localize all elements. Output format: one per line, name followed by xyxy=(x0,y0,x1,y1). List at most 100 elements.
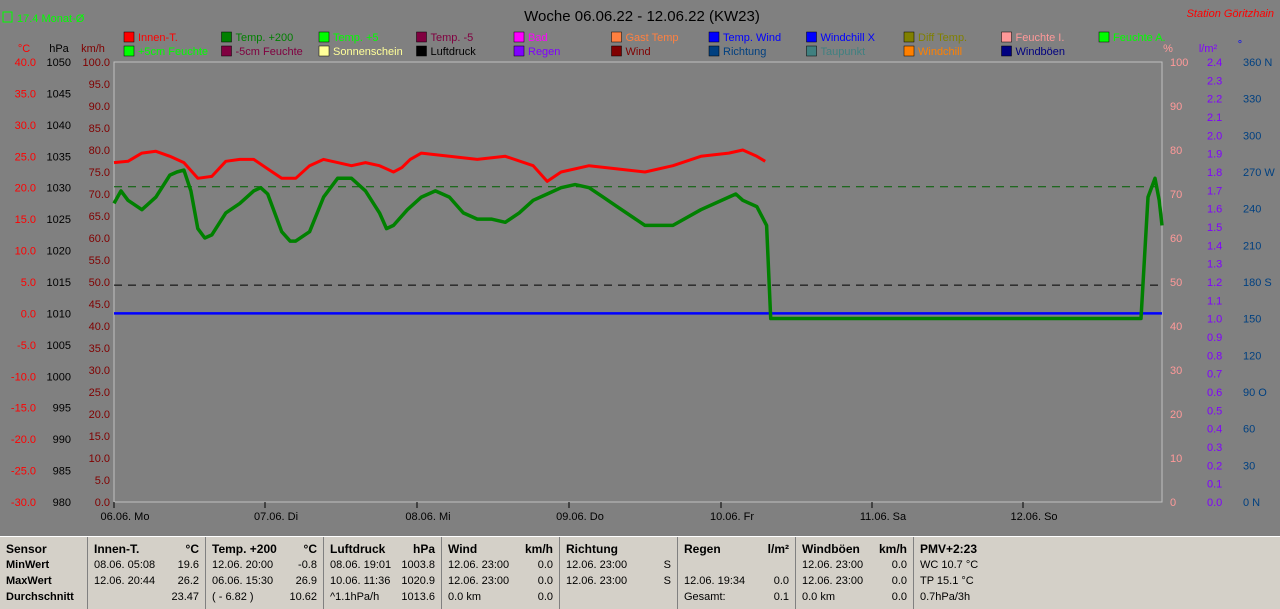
chart-title: Woche 06.06.22 - 12.06.22 (KW23) xyxy=(524,8,760,25)
legend-label: +5cm Feuchte xyxy=(138,46,208,58)
legend-swatch xyxy=(1001,31,1012,43)
stats-luftdruck-header: Luftdruck xyxy=(330,542,386,556)
direction-tick-label: 330 xyxy=(1243,94,1261,106)
direction-tick-label: 360 N xyxy=(1243,57,1272,69)
temp-tick-label: -15.0 xyxy=(11,403,36,415)
temp-tick-label: -10.0 xyxy=(11,371,36,383)
legend-swatch xyxy=(806,31,817,43)
rain-tick-label: 2.0 xyxy=(1207,130,1222,142)
stats-innen-header: Innen-T. xyxy=(94,542,140,556)
stats-luftdruck-trend: ^1.1hPa/h xyxy=(330,591,380,603)
stats-richtung-min-time: 12.06. 23:00 xyxy=(566,559,628,571)
pressure-tick-label: 990 xyxy=(53,434,71,446)
stats-temp200-min: -0.8 xyxy=(298,559,317,571)
pressure-tick-label: 1025 xyxy=(47,214,71,226)
legend-label: Diff Temp. xyxy=(918,32,967,44)
plot-area xyxy=(113,61,1163,503)
stats-luftdruck-min-time: 08.06. 19:01 xyxy=(330,559,392,571)
rain-tick-label: 1.3 xyxy=(1207,259,1222,271)
legend-swatch xyxy=(318,31,330,43)
temp-tick-label: -30.0 xyxy=(11,497,36,509)
rain-tick-label: 2.4 xyxy=(1207,57,1222,69)
stats-col-innen: Innen-T. °C 08.06. 05:08 19.6 12.06. 20:44… xyxy=(88,537,206,609)
rain-tick-label: 1.7 xyxy=(1207,185,1222,197)
stats-sensor-header: Sensor xyxy=(6,542,47,556)
stats-col-luftdruck: Luftdruck hPa 08.06. 19:01 1003.8 10.06. 1… xyxy=(324,537,442,609)
pressure-tick-label: 1015 xyxy=(47,277,71,289)
stats-col-wind: Wind km/h 12.06. 23:00 0.0 12.06. 23:00 0.0… xyxy=(442,537,560,609)
stats-windboen-header: Windböen xyxy=(802,542,860,556)
wind-tick-label: 95.0 xyxy=(89,79,110,91)
stats-windboen-distance: 0.0 km xyxy=(802,591,836,603)
stats-regen-max: 0.0 xyxy=(773,575,789,587)
legend-swatch xyxy=(123,31,135,43)
axis-wind: 100.0 95.0 90.0 85.0 80.0 75.0 70.0 65.0 60.0 55.… xyxy=(82,57,110,509)
legend-label: Temp. +200 xyxy=(236,32,294,44)
stats-wind-unit: km/h xyxy=(524,542,553,556)
humidity-tick-label: 90 xyxy=(1170,101,1182,113)
stats-regen-header: Regen xyxy=(684,542,721,556)
humidity-tick-label: 40 xyxy=(1170,321,1182,333)
pressure-tick-label: 1045 xyxy=(47,88,71,100)
wind-tick-label: 30.0 xyxy=(89,365,110,377)
legend-swatch xyxy=(1001,45,1012,57)
temp-tick-label: -25.0 xyxy=(11,466,36,478)
pressure-tick-label: 985 xyxy=(53,466,71,478)
rain-tick-label: 2.2 xyxy=(1207,94,1222,106)
wind-tick-label: 70.0 xyxy=(89,189,110,201)
wind-tick-label: 40.0 xyxy=(89,321,110,333)
x-tick-label: 10.06. Fr xyxy=(710,511,754,523)
stats-temp200-avg-note: ( - 6.82 ) xyxy=(212,591,254,603)
legend-swatch xyxy=(806,45,817,57)
wind-tick-label: 65.0 xyxy=(89,211,110,223)
wind-tick-label: 100.0 xyxy=(82,57,110,69)
stats-luftdruck-unit: hPa xyxy=(412,542,435,556)
stats-temp200-max-time: 06.06. 15:30 xyxy=(212,575,274,587)
stats-wind-avg: 0.0 xyxy=(537,591,553,603)
series-layer xyxy=(112,148,1164,321)
stats-luftdruck-avg: 1013.6 xyxy=(401,591,435,603)
temp-tick-label: 40.0 xyxy=(15,57,36,69)
unit-rain: l/m² xyxy=(1199,43,1218,55)
pressure-tick-label: 1035 xyxy=(47,151,71,163)
legend-swatch xyxy=(611,45,622,57)
humidity-tick-label: 50 xyxy=(1170,277,1182,289)
wind-tick-label: 75.0 xyxy=(89,167,110,179)
temp-tick-label: 15.0 xyxy=(15,214,36,226)
stats-col-richtung: Richtung 12.06. 23:00 S 12.06. 23:00 S xyxy=(560,537,678,609)
legend-label: Temp. +5 xyxy=(333,32,379,44)
temp-tick-label: 25.0 xyxy=(15,151,36,163)
stats-min-label: MinWert xyxy=(6,559,50,571)
axis-rain: 2.4 2.3 2.2 2.1 2.0 1.9 1.8 1.7 1.6 1.5 1.4 1.3 1.2 1… xyxy=(1207,57,1222,509)
stats-innen-unit: °C xyxy=(185,542,199,556)
rain-tick-label: 1.5 xyxy=(1207,222,1222,234)
pressure-tick-label: 1030 xyxy=(47,183,71,195)
x-tick-label: 12.06. So xyxy=(1010,511,1057,523)
rain-tick-label: 0.9 xyxy=(1207,332,1222,344)
legend-swatch xyxy=(513,45,525,57)
direction-tick-label: 150 xyxy=(1243,314,1261,326)
legend-label: Wind xyxy=(626,46,651,58)
temp-tick-label: -20.0 xyxy=(11,434,36,446)
direction-tick-label: 210 xyxy=(1243,240,1261,252)
rain-tick-label: 2.3 xyxy=(1207,75,1222,87)
humidity-tick-label: 30 xyxy=(1170,365,1182,377)
stats-regen-max-time: 12.06. 19:34 xyxy=(684,575,746,587)
wind-tick-label: 25.0 xyxy=(89,387,110,399)
pressure-tick-label: 1050 xyxy=(47,57,71,69)
legend-swatch xyxy=(708,45,720,57)
legend-label: Temp. -5 xyxy=(431,32,474,44)
legend-label: Richtung xyxy=(723,46,766,58)
legend-label: Gast Temp xyxy=(626,32,679,44)
legend-swatch xyxy=(708,31,720,43)
legend-label: Windböen xyxy=(1016,46,1066,58)
humidity-tick-label: 20 xyxy=(1170,409,1182,421)
stats-windboen-min-time: 12.06. 23:00 xyxy=(802,559,864,571)
stats-windboen-max: 0.0 xyxy=(891,575,907,587)
x-tick-label: 11.06. Sa xyxy=(860,511,907,523)
stats-windboen-avg: 0.0 xyxy=(891,591,907,603)
direction-tick-label: 300 xyxy=(1243,130,1261,142)
legend-label: Feuchte I. xyxy=(1016,32,1065,44)
rain-tick-label: 2.1 xyxy=(1207,112,1222,124)
